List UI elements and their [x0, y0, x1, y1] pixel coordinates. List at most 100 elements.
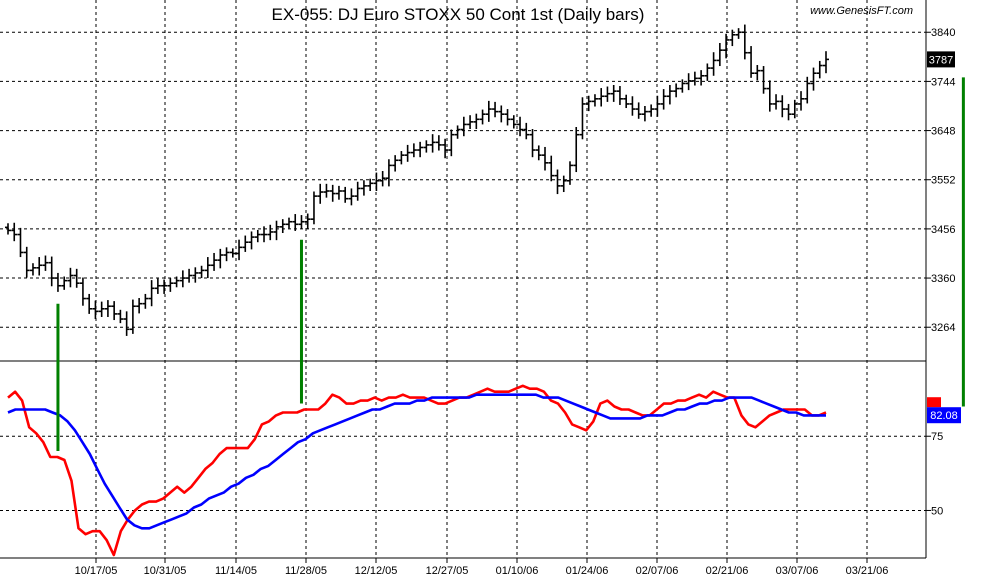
price-bar: [485, 100, 492, 122]
price-bar: [816, 60, 823, 79]
price-bar: [86, 293, 93, 314]
x-tick-label: 01/10/06: [496, 565, 539, 577]
price-bar: [504, 109, 511, 126]
x-tick-label: 02/21/06: [706, 565, 749, 577]
price-bar: [498, 105, 505, 123]
divergence-annotations: [56, 77, 965, 452]
price-bar: [610, 84, 617, 102]
price-bar: [136, 298, 143, 314]
indicator-y-axis: 50 75: [926, 431, 943, 517]
price-bar: [785, 103, 792, 121]
price-bar: [173, 276, 180, 288]
indicator-series-blue: [7, 393, 826, 530]
price-bar: [217, 248, 224, 269]
price-bar: [460, 116, 467, 137]
price-bar: [791, 99, 798, 119]
price-bar: [142, 293, 149, 309]
price-y-tick-label: 3264: [931, 322, 955, 334]
indicator-series-red: [7, 384, 827, 557]
price-last-value-text: 3787: [929, 54, 953, 66]
price-bar: [48, 256, 55, 287]
price-bar: [417, 141, 424, 158]
price-bar: [479, 109, 486, 125]
price-bar: [98, 301, 105, 317]
price-bar: [392, 155, 399, 172]
price-bar: [161, 279, 168, 294]
price-bar: [729, 29, 736, 47]
price-bar: [716, 42, 723, 67]
price-bar: [261, 226, 268, 243]
price-bar: [679, 79, 686, 93]
price-bar: [666, 84, 673, 105]
price-bar: [167, 278, 174, 292]
x-tick-label: 01/24/06: [566, 565, 609, 577]
price-bar: [223, 247, 230, 262]
x-tick-label: 12/12/05: [355, 565, 398, 577]
price-bar: [673, 83, 680, 98]
price-bar: [535, 145, 542, 161]
price-bar: [17, 227, 24, 258]
price-bar: [591, 94, 598, 107]
price-bar: [317, 183, 324, 204]
price-bar: [660, 89, 667, 110]
price-bar: [211, 252, 218, 271]
price-bar: [329, 184, 336, 202]
price-bar: [467, 115, 474, 130]
x-tick-label: 10/31/05: [144, 565, 187, 577]
price-bar: [92, 300, 99, 320]
price-bar: [741, 24, 748, 60]
price-bar: [379, 171, 386, 187]
price-bar: [523, 122, 530, 140]
price-bar: [616, 86, 623, 105]
price-bar: [61, 276, 68, 290]
price-bar: [54, 272, 61, 292]
indicator-last-value-text: 82.08: [930, 410, 958, 422]
price-last-value-badge: [927, 51, 955, 68]
price-bar: [510, 115, 517, 129]
price-bar: [310, 191, 317, 225]
price-bars: [5, 24, 829, 336]
price-bar: [129, 299, 136, 334]
price-bar: [579, 97, 586, 140]
price-bar: [104, 300, 111, 317]
price-bar: [154, 278, 161, 294]
price-bar: [448, 129, 455, 157]
price-bar: [236, 239, 243, 261]
price-bar: [429, 134, 436, 153]
price-bar: [804, 76, 811, 104]
watermark: www.GenesisFT.com: [810, 5, 913, 17]
price-bar: [79, 277, 86, 306]
price-bar: [435, 135, 442, 151]
indicator-lines: [7, 384, 827, 557]
price-bar: [798, 91, 805, 111]
price-bar: [354, 181, 361, 201]
price-bar: [604, 86, 611, 102]
price-bar: [198, 265, 205, 279]
indicator-y-tick-label: 50: [931, 505, 943, 517]
price-bar: [348, 188, 355, 206]
price-bar: [73, 268, 80, 288]
price-bar: [11, 222, 18, 242]
price-bar: [629, 96, 636, 116]
price-bar: [111, 301, 118, 321]
price-bar: [179, 270, 186, 288]
price-bar: [186, 268, 193, 283]
price-bar: [298, 215, 305, 229]
price-bar: [542, 146, 549, 171]
x-tick-label: 12/27/05: [426, 565, 469, 577]
price-bar: [292, 214, 299, 231]
price-bar: [267, 224, 274, 241]
price-y-tick-label: 3744: [931, 76, 955, 88]
price-y-axis: 3264 3360 3456 3552 3648 3744 3840: [926, 27, 955, 334]
price-bar: [323, 183, 330, 198]
price-bar: [710, 52, 717, 76]
price-bar: [648, 104, 655, 117]
indicator-y-tick-label: 75: [931, 431, 943, 443]
price-bar: [254, 229, 261, 243]
price-bar: [42, 255, 49, 271]
price-bar: [704, 63, 711, 81]
x-tick-label: 11/28/05: [285, 565, 327, 577]
price-bar: [517, 116, 524, 137]
chart-title: EX-055: DJ Euro STOXX 50 Cont 1st (Daily…: [272, 5, 645, 24]
